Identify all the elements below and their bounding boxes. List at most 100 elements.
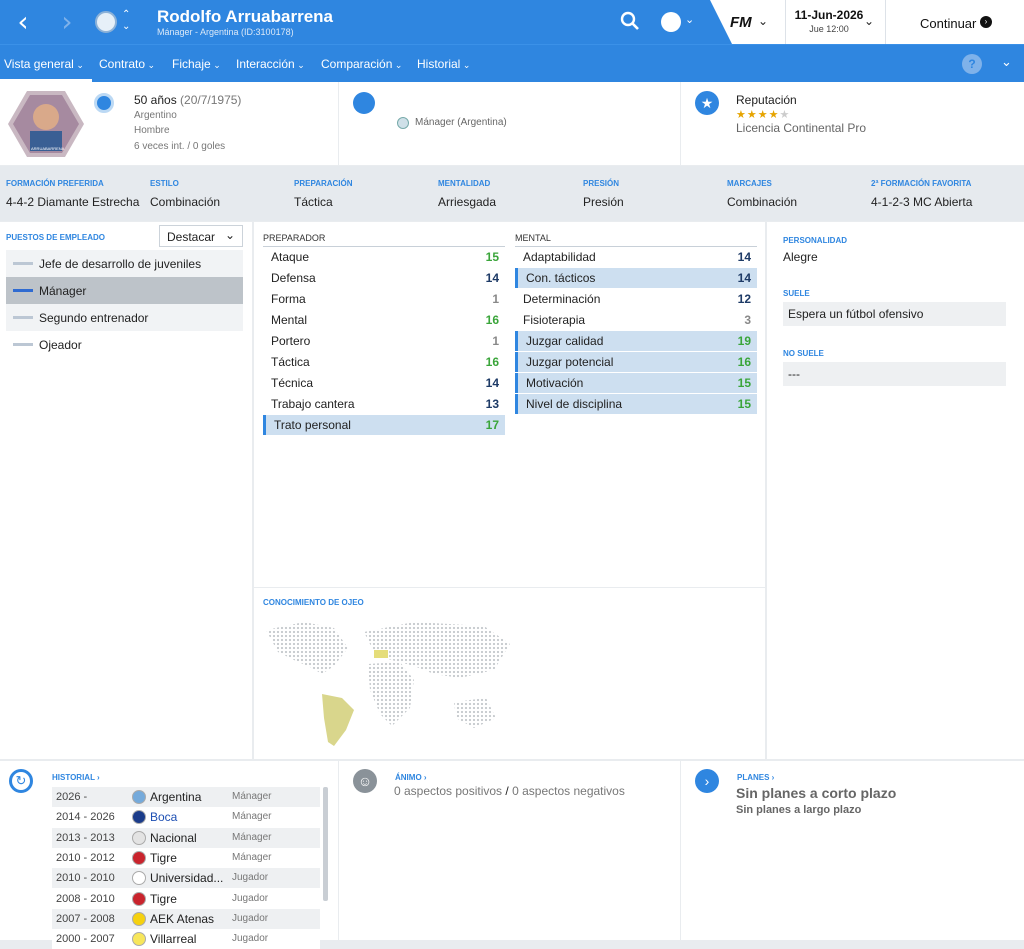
history-role: Mánager bbox=[232, 811, 272, 823]
globe-icon[interactable] bbox=[661, 12, 681, 32]
divider bbox=[785, 0, 786, 44]
date-chevron-icon[interactable]: ⌄ bbox=[864, 14, 875, 28]
attribute-value: 16 bbox=[737, 355, 751, 369]
game-date[interactable]: 11-Jun-2026 bbox=[794, 8, 864, 22]
attribute-value: 17 bbox=[485, 418, 499, 432]
switch-chevrons-icon[interactable]: ⌃ ⌄ bbox=[122, 9, 131, 32]
caps: 6 veces int. / 0 goles bbox=[134, 141, 226, 152]
fm-logo[interactable]: FM bbox=[730, 14, 752, 31]
attribute-row: Nivel de disciplina 15 bbox=[515, 394, 757, 414]
age-value: 50 años bbox=[134, 93, 177, 107]
club-crest-icon bbox=[132, 932, 146, 947]
job-item[interactable]: Jefe de desarrollo de juveniles bbox=[6, 250, 243, 277]
history-years: 2013 - 2013 bbox=[56, 831, 115, 844]
continue-arrow-icon[interactable]: › bbox=[980, 16, 992, 28]
job-bar bbox=[13, 262, 33, 265]
tab-historial[interactable]: Historial bbox=[417, 57, 470, 71]
attribute-name: Determinación bbox=[523, 292, 601, 306]
history-role: Jugador bbox=[232, 892, 269, 904]
history-club[interactable]: AEK Atenas bbox=[150, 911, 215, 926]
history-role: Jugador bbox=[232, 872, 269, 884]
attribute-row: Fisioterapia 3 bbox=[515, 310, 757, 330]
attribute-name: Nivel de disciplina bbox=[526, 397, 623, 411]
tab-interaccion[interactable]: Interacción bbox=[236, 57, 305, 71]
club-crest-icon bbox=[132, 810, 146, 825]
attribute-value: 19 bbox=[737, 334, 751, 348]
history-club[interactable]: Boca bbox=[150, 810, 178, 825]
job-label: Ojeador bbox=[39, 338, 82, 352]
tab-fichaje[interactable]: Fichaje bbox=[172, 57, 221, 71]
tab-comparacion[interactable]: Comparación bbox=[321, 57, 402, 71]
history-role: Mánager bbox=[232, 831, 272, 843]
highlight-filter-dropdown[interactable]: Destacar ⌄ bbox=[159, 225, 243, 247]
attribute-value: 1 bbox=[492, 334, 499, 348]
attribute-value: 15 bbox=[737, 397, 751, 411]
job-label: Segundo entrenador bbox=[39, 311, 149, 325]
forward-arrow-icon[interactable]: › bbox=[61, 5, 73, 38]
history-club[interactable]: Tigre bbox=[150, 891, 177, 906]
profile-panel: ARRUABARRENA 50 años (20/7/1975) Argenti… bbox=[0, 82, 338, 165]
job-item[interactable]: Segundo entrenador bbox=[6, 304, 243, 331]
attribute-row: Trato personal 17 bbox=[263, 415, 505, 435]
club-badge-icon bbox=[353, 92, 375, 114]
continue-button[interactable]: Continuar bbox=[920, 16, 977, 31]
divider bbox=[885, 0, 886, 44]
mood-label[interactable]: Ánimo › bbox=[395, 773, 427, 782]
history-club[interactable]: Universidad... bbox=[150, 871, 224, 886]
job-item-selected[interactable]: Mánager bbox=[6, 277, 243, 304]
history-label[interactable]: Historial › bbox=[52, 773, 100, 782]
nation-flag-icon bbox=[94, 93, 114, 113]
attributes-panel: Preparador Mental Ataque 15 Defensa 14 Forma… bbox=[254, 222, 765, 587]
history-row: 2007 - 2008 AEK Atenas Jugador bbox=[52, 908, 320, 929]
game-time: Jue 12:00 bbox=[809, 24, 849, 34]
attribute-name: Trato personal bbox=[274, 418, 351, 432]
history-years: 2010 - 2010 bbox=[56, 872, 115, 885]
jobs-label: Puestos de empleado bbox=[6, 233, 105, 242]
divider bbox=[515, 246, 757, 247]
attribute-row: Trabajo cantera 13 bbox=[263, 394, 505, 414]
help-icon[interactable]: ? bbox=[962, 54, 982, 74]
mood-positive: 0 aspectos positivos bbox=[394, 784, 503, 798]
history-role: Mánager bbox=[232, 791, 272, 802]
attribute-row: Forma 1 bbox=[263, 289, 505, 309]
plans-panel: › Planes › Sin planes a corto plazo Sin … bbox=[681, 761, 1024, 940]
tactic-value: Arriesgada bbox=[438, 195, 497, 209]
attribute-value: 3 bbox=[744, 313, 751, 327]
attribute-row: Táctica 16 bbox=[263, 352, 505, 372]
top-bar: ‹ › ⌃ ⌄ Rodolfo Arruabarrena Mánager - Ar… bbox=[0, 0, 1024, 44]
job-item[interactable]: Ojeador bbox=[6, 331, 243, 358]
tactic-value: 4-4-2 Diamante Estrecha bbox=[6, 195, 140, 209]
page-options-chevron-icon[interactable]: ⌄ bbox=[1001, 54, 1012, 69]
history-scrollbar[interactable] bbox=[323, 787, 328, 901]
mood-summary: 0 aspectos positivos / 0 aspectos negati… bbox=[394, 784, 625, 798]
tab-contrato[interactable]: Contrato bbox=[99, 57, 155, 71]
attribute-name: Adaptabilidad bbox=[523, 250, 596, 264]
history-row: 2013 - 2013 Nacional Mánager bbox=[52, 827, 320, 848]
attribute-name: Defensa bbox=[271, 271, 316, 285]
history-club[interactable]: Nacional bbox=[150, 830, 197, 845]
history-club[interactable]: Villarreal bbox=[150, 932, 197, 947]
history-club[interactable]: Tigre bbox=[150, 850, 177, 865]
attribute-row: Con. tácticos 14 bbox=[515, 268, 757, 288]
fm-menu-chevron-icon[interactable]: ⌄ bbox=[758, 14, 769, 28]
globe-dropdown-icon[interactable]: ⌄ bbox=[685, 14, 695, 26]
job-bar bbox=[13, 343, 33, 346]
tab-vista-general[interactable]: Vista general bbox=[4, 57, 84, 71]
plans-arrow-icon: › bbox=[695, 769, 719, 793]
back-arrow-icon[interactable]: ‹ bbox=[17, 5, 29, 38]
search-icon[interactable] bbox=[619, 10, 641, 32]
history-icon: ↻ bbox=[9, 769, 33, 793]
history-club[interactable]: Argentina bbox=[150, 790, 202, 804]
current-role-panel: Mánager (Argentina) bbox=[339, 82, 680, 165]
attribute-value: 13 bbox=[485, 397, 499, 411]
attribute-value: 14 bbox=[485, 376, 499, 390]
nationality: Argentino bbox=[134, 110, 177, 121]
history-row: 2026 - Argentina Mánager bbox=[52, 787, 320, 807]
history-years: 2010 - 2012 bbox=[56, 851, 115, 864]
plans-label-text: Planes bbox=[737, 773, 770, 782]
history-row: 2010 - 2012 Tigre Mánager bbox=[52, 847, 320, 868]
attribute-row: Juzgar potencial 16 bbox=[515, 352, 757, 372]
jobs-panel: Puestos de empleado Destacar ⌄ Jefe de de… bbox=[0, 222, 252, 759]
age: 50 años (20/7/1975) bbox=[134, 93, 241, 107]
plans-label[interactable]: Planes › bbox=[737, 773, 775, 782]
